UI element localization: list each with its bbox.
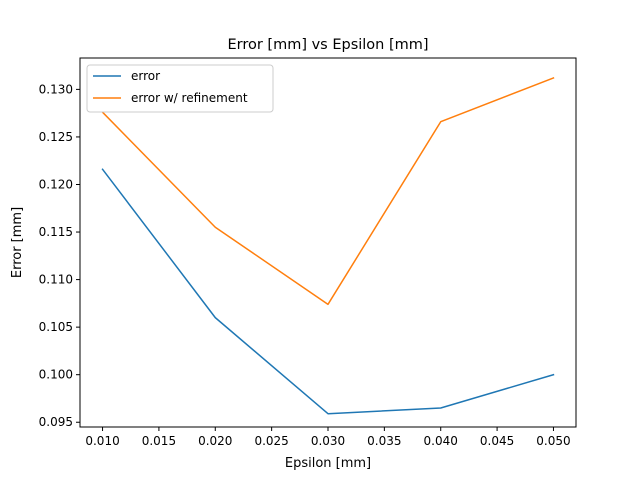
y-axis-ticks: 0.095 0.100 0.105 0.110 0.115 0.120 0.125 0.130 [39,82,80,429]
x-tick-label: 0.035 [367,434,401,448]
x-tick-label: 0.030 [311,434,345,448]
chart-title: Error [mm] vs Epsilon [mm] [227,37,428,53]
series-line-error [101,168,555,415]
x-tick-label: 0.020 [198,434,232,448]
series-line-error-w-refinement [101,76,555,306]
y-tick-label: 0.095 [39,415,73,429]
legend: error error w/ refinement [86,64,274,113]
y-tick-label: 0.130 [39,82,73,96]
y-tick-label: 0.120 [39,177,73,191]
legend-label-error-w-refinement: error w/ refinement [131,91,248,105]
x-tick-label: 0.050 [536,434,570,448]
series-lines [101,76,555,415]
x-tick-label: 0.040 [424,434,458,448]
plot-frame [79,57,577,428]
x-tick-label: 0.015 [142,434,176,448]
y-axis-label: Error [mm] [10,207,25,278]
y-tick-label: 0.110 [39,273,73,287]
x-tick-label: 0.045 [480,434,514,448]
y-tick-label: 0.105 [39,320,73,334]
x-axis-label: Epsilon [mm] [285,456,371,471]
y-tick-label: 0.125 [39,130,73,144]
y-tick-label: 0.115 [39,225,73,239]
plot-area [80,58,576,427]
x-tick-label: 0.025 [254,434,288,448]
x-tick-label: 0.010 [85,434,119,448]
x-axis-ticks: 0.010 0.015 0.020 0.025 0.030 0.035 0.040 0.045… [85,427,571,448]
legend-box [86,64,274,113]
y-tick-label: 0.100 [39,368,73,382]
legend-label-error: error [131,69,160,83]
